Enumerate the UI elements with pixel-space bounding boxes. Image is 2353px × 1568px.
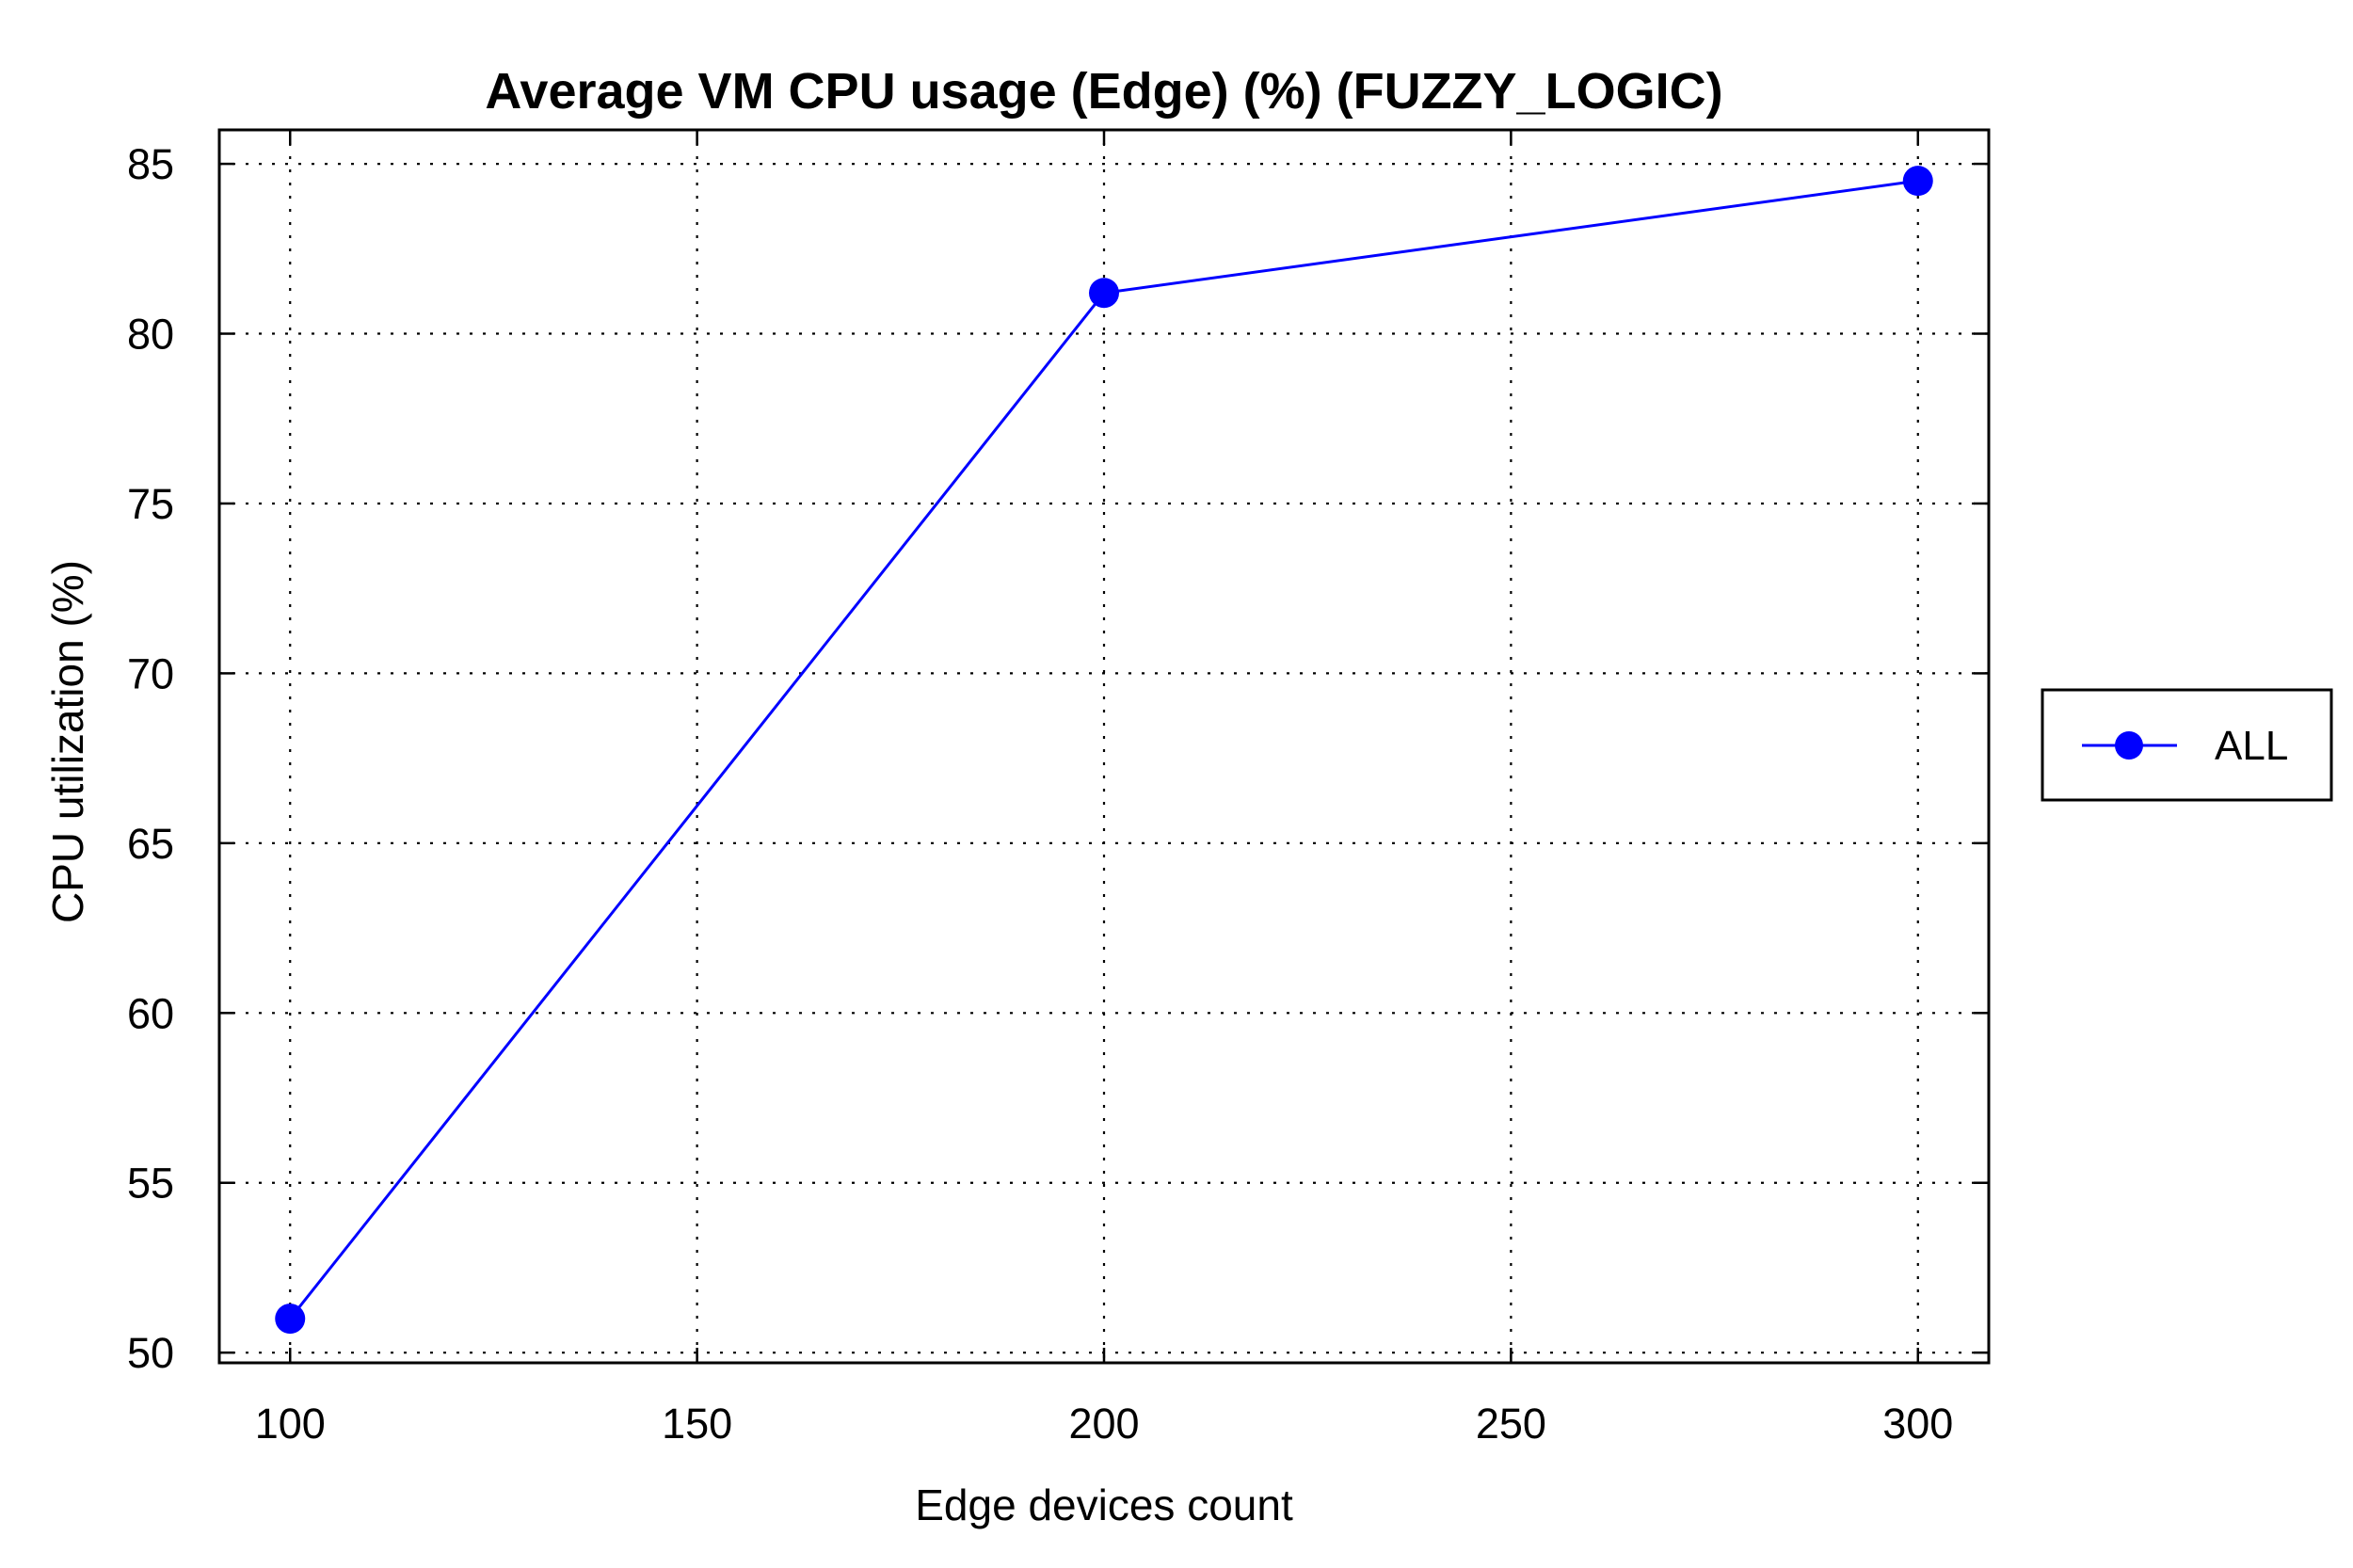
y-tick-label: 70 (127, 649, 174, 697)
x-tick-label: 200 (1068, 1400, 1139, 1448)
x-axis-label: Edge devices count (915, 1480, 1293, 1529)
gridlines (219, 130, 1989, 1363)
x-tick-label: 150 (662, 1400, 732, 1448)
y-tick-label: 55 (127, 1160, 174, 1208)
data-point (1902, 166, 1933, 197)
x-tick-label: 250 (1476, 1400, 1546, 1448)
x-tick-label: 100 (255, 1400, 326, 1448)
x-tick-label: 300 (1882, 1400, 1953, 1448)
legend-label: ALL (2215, 723, 2288, 769)
y-tick-label: 80 (127, 311, 174, 359)
y-tick-label: 85 (127, 140, 174, 188)
y-tick-label: 50 (127, 1329, 174, 1377)
y-tick-label: 75 (127, 480, 174, 528)
y-axis-label: CPU utilization (%) (43, 560, 92, 923)
legend-marker (2115, 731, 2143, 760)
y-tick-label: 65 (127, 820, 174, 868)
data-point (1089, 278, 1119, 309)
legend: ALL (2041, 688, 2333, 802)
y-tick-label: 60 (127, 989, 174, 1037)
data-point (275, 1304, 306, 1335)
axis-ticks: 100 150 200 250 300 50 55 60 65 70 75 80 85 (127, 130, 1989, 1448)
chart-title: Average VM CPU usage (Edge) (%) (FUZZY_L… (485, 63, 1722, 120)
series-layer (275, 166, 1933, 1335)
